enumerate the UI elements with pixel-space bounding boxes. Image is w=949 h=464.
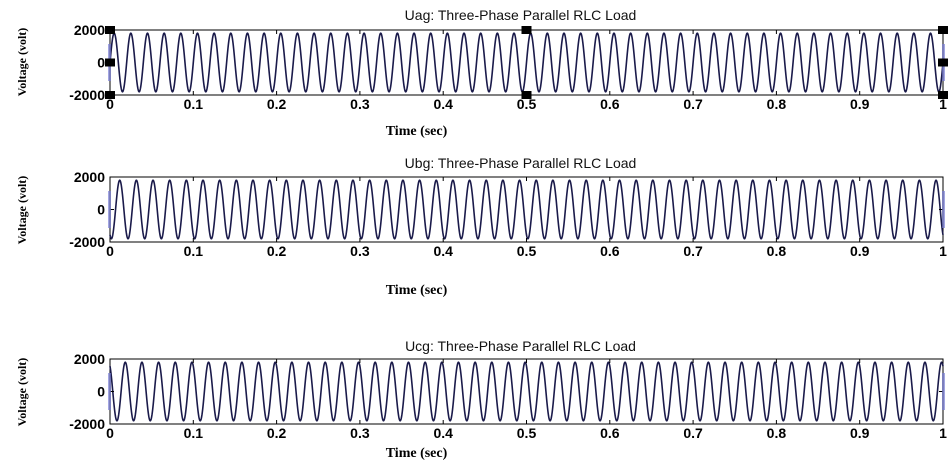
x-tick-label: 0.4 (433, 425, 453, 441)
x-tick-label: 0 (106, 425, 114, 441)
x-tick-label: 0.3 (350, 96, 370, 112)
x-axis-label: Time (sec) (386, 124, 448, 139)
x-tick-label: 0.3 (350, 243, 370, 259)
trace-end-marker (942, 191, 945, 228)
trace-start-marker (108, 191, 111, 228)
selection-handle[interactable] (938, 26, 948, 34)
x-tick-label: 0.6 (600, 243, 620, 259)
x-tick-label: 0.2 (267, 96, 287, 112)
x-tick-label: 0.5 (517, 96, 537, 112)
subplot-title: Ucg: Three-Phase Parallel RLC Load (405, 338, 636, 354)
voltage-series-line (109, 32, 944, 93)
y-tick-label: 0 (97, 202, 105, 218)
x-tick-label: 0.4 (433, 96, 453, 112)
x-tick-label: 0.8 (767, 243, 787, 259)
selection-handle[interactable] (938, 58, 948, 67)
x-tick-label: 0.9 (850, 425, 870, 441)
x-axis-label: Time (sec) (386, 283, 448, 298)
voltage-series-line (109, 179, 944, 240)
x-tick-label: 0.1 (184, 96, 204, 112)
x-tick-label: 1 (939, 425, 947, 441)
y-axis-label: Voltage (volt) (15, 358, 29, 427)
y-tick-label: 2000 (74, 169, 105, 185)
x-tick-label: 0.2 (267, 243, 287, 259)
x-tick-label: 0.2 (267, 425, 287, 441)
x-tick-label: 1 (939, 243, 947, 259)
subplot-title: Uag: Three-Phase Parallel RLC Load (405, 7, 637, 23)
x-tick-label: 0.8 (767, 425, 787, 441)
y-tick-label: -2000 (69, 234, 105, 250)
selection-handle[interactable] (938, 91, 948, 99)
selection-handle[interactable] (105, 58, 115, 67)
x-tick-label: 0.4 (433, 243, 453, 259)
x-tick-label: 1 (939, 96, 947, 112)
selection-handle[interactable] (521, 91, 532, 99)
voltage-series-line (109, 361, 944, 422)
x-tick-label: 0.7 (683, 425, 703, 441)
y-axis-label: Voltage (volt) (15, 28, 29, 97)
x-tick-label: 0 (106, 96, 114, 112)
y-tick-label: 2000 (74, 22, 105, 38)
x-tick-label: 0.3 (350, 425, 370, 441)
y-tick-label: 2000 (74, 351, 105, 367)
subplot-3[interactable]: 0 0.1 0.2 0.3 0.4 0.5 0.6 0.7 0.8 0.9 120000-2000U… (15, 338, 947, 461)
y-tick-label: 0 (97, 384, 105, 400)
x-tick-label: 0 (106, 243, 114, 259)
y-tick-label: -2000 (69, 87, 105, 103)
y-tick-label: -2000 (69, 416, 105, 432)
x-tick-label: 0.5 (517, 243, 537, 259)
x-tick-label: 0.6 (600, 425, 620, 441)
selection-handle[interactable] (105, 26, 115, 34)
subplot-2[interactable]: 0 0.1 0.2 0.3 0.4 0.5 0.6 0.7 0.8 0.9 120000-2000U… (15, 155, 947, 298)
x-tick-label: 0.7 (683, 96, 703, 112)
x-tick-label: 0.9 (850, 96, 870, 112)
x-tick-label: 0.1 (184, 243, 204, 259)
x-tick-label: 0.8 (767, 96, 787, 112)
trace-start-marker (108, 373, 111, 410)
x-tick-label: 0.5 (517, 425, 537, 441)
selection-handle[interactable] (105, 91, 115, 99)
x-tick-label: 0.6 (600, 96, 620, 112)
trace-end-marker (942, 373, 945, 410)
subplot-title: Ubg: Three-Phase Parallel RLC Load (405, 155, 637, 171)
y-tick-label: 0 (97, 55, 105, 71)
x-axis-label: Time (sec) (386, 446, 448, 461)
x-tick-label: 0.9 (850, 243, 870, 259)
x-tick-label: 0.1 (184, 425, 204, 441)
selection-handle[interactable] (521, 26, 532, 34)
x-tick-label: 0.7 (683, 243, 703, 259)
y-axis-label: Voltage (volt) (15, 176, 29, 245)
subplot-1[interactable]: 0 0.1 0.2 0.3 0.4 0.5 0.6 0.7 0.8 0.9 120000-2000U… (15, 7, 948, 139)
